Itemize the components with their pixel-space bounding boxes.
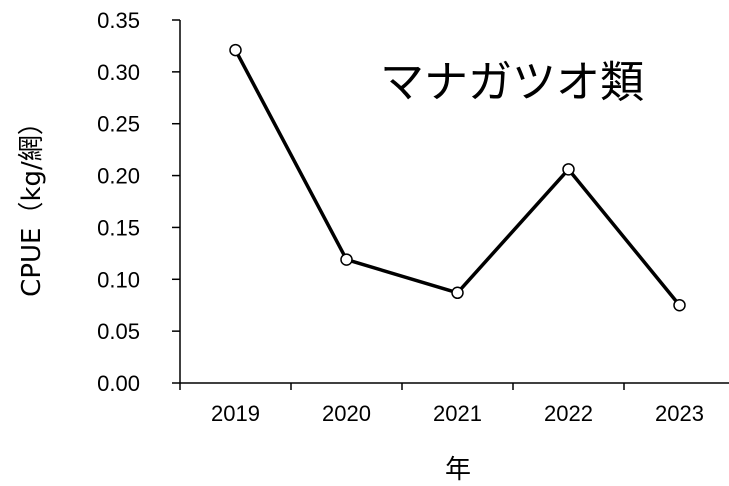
- x-tick-label: 2021: [433, 401, 482, 426]
- data-point: [229, 43, 242, 57]
- y-tick-label: 0.30: [97, 60, 140, 85]
- data-point: [451, 286, 464, 300]
- chart-title: マナガツオ類: [380, 57, 644, 108]
- data-point: [562, 163, 575, 176]
- x-tick-label: 2020: [322, 401, 371, 426]
- data-point: [673, 298, 686, 312]
- y-axis-title: CPUE（kg/網）: [17, 109, 47, 297]
- y-tick-label: 0.10: [97, 267, 140, 292]
- y-tick-label: 0.35: [97, 8, 140, 33]
- axes: [179, 20, 729, 384]
- data-point: [340, 253, 353, 266]
- y-tick-label: 0.05: [97, 319, 140, 344]
- y-tick-label: 0.00: [97, 371, 140, 396]
- y-tick-label: 0.25: [97, 112, 140, 137]
- x-axis-title: 年: [445, 455, 471, 485]
- y-tick-label: 0.20: [97, 164, 140, 189]
- x-tick-label: 2023: [655, 401, 704, 426]
- y-tick-label: 0.15: [97, 215, 140, 240]
- x-tick-label: 2022: [544, 401, 593, 426]
- y-axis-ticks: 0.00 0.05 0.10 0.15 0.20 0.25 0.30 0.35: [97, 8, 180, 396]
- data-series: [229, 43, 686, 312]
- x-tick-label: 2019: [211, 401, 260, 426]
- x-axis-ticks: 2019 2020 2021 2022 2023: [179, 383, 704, 426]
